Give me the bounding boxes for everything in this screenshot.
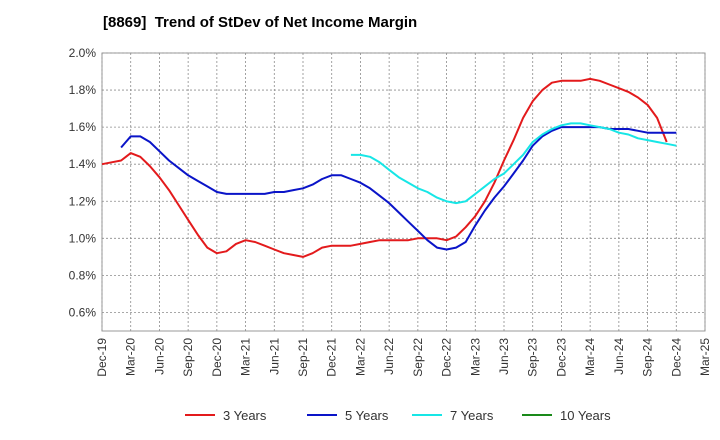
x-axis: Dec-19 Mar-20 Jun-20 Sep-20 Dec-20 Mar-21 Jun-…	[95, 338, 712, 377]
x-tick-label: Jun-22	[382, 338, 396, 375]
x-tick-label: Mar-20	[124, 338, 138, 376]
x-tick-label: Jun-23	[497, 338, 511, 375]
legend: 3 Years 5 Years 7 Years 10 Years	[185, 408, 611, 423]
series-lines	[101, 77, 677, 258]
series-line-7-years	[350, 122, 677, 205]
x-tick-label: Dec-19	[95, 338, 109, 377]
legend-label: 5 Years	[345, 408, 389, 423]
x-tick-label: Mar-23	[468, 338, 482, 376]
y-tick-label: 1.2%	[69, 194, 97, 208]
x-tick-label: Sep-21	[296, 338, 310, 377]
x-tick-label: Dec-20	[210, 338, 224, 377]
x-tick-label: Jun-21	[267, 338, 281, 375]
x-tick-label: Dec-23	[554, 338, 568, 377]
x-tick-label: Dec-24	[669, 338, 683, 377]
plot-area	[101, 52, 706, 332]
legend-item: 5 Years	[307, 408, 389, 423]
x-tick-label: Dec-21	[325, 338, 339, 377]
x-tick-label: Mar-24	[583, 338, 597, 376]
legend-item: 3 Years	[185, 408, 267, 423]
x-tick-label: Sep-22	[411, 338, 425, 377]
y-tick-label: 2.0%	[69, 46, 97, 60]
series-line-3-years	[101, 77, 668, 258]
y-tick-label: 1.4%	[69, 157, 97, 171]
x-tick-label: Mar-25	[698, 338, 712, 376]
x-tick-label: Jun-24	[612, 338, 626, 375]
legend-label: 7 Years	[450, 408, 494, 423]
y-tick-label: 0.8%	[69, 268, 97, 282]
y-tick-label: 1.0%	[69, 231, 97, 245]
legend-label: 10 Years	[560, 408, 611, 423]
x-tick-label: Sep-23	[526, 338, 540, 377]
legend-item: 10 Years	[522, 408, 611, 423]
legend-label: 3 Years	[223, 408, 267, 423]
grid-lines	[101, 52, 706, 331]
series-line-5-years	[120, 126, 677, 251]
x-tick-label: Dec-22	[440, 338, 454, 377]
y-tick-label: 0.6%	[69, 305, 97, 319]
x-tick-label: Sep-24	[641, 338, 655, 377]
x-tick-label: Jun-20	[152, 338, 166, 375]
x-tick-label: Mar-22	[353, 338, 367, 376]
x-tick-label: Sep-20	[181, 338, 195, 377]
chart-title: [8869] Trend of StDev of Net Income Marg…	[103, 14, 418, 31]
y-axis: 0.6% 0.8% 1.0% 1.2% 1.4% 1.6% 1.8% 2.0%	[69, 46, 97, 319]
y-tick-label: 1.8%	[69, 83, 97, 97]
y-tick-label: 1.6%	[69, 120, 97, 134]
x-tick-label: Mar-21	[239, 338, 253, 376]
legend-item: 7 Years	[412, 408, 494, 423]
